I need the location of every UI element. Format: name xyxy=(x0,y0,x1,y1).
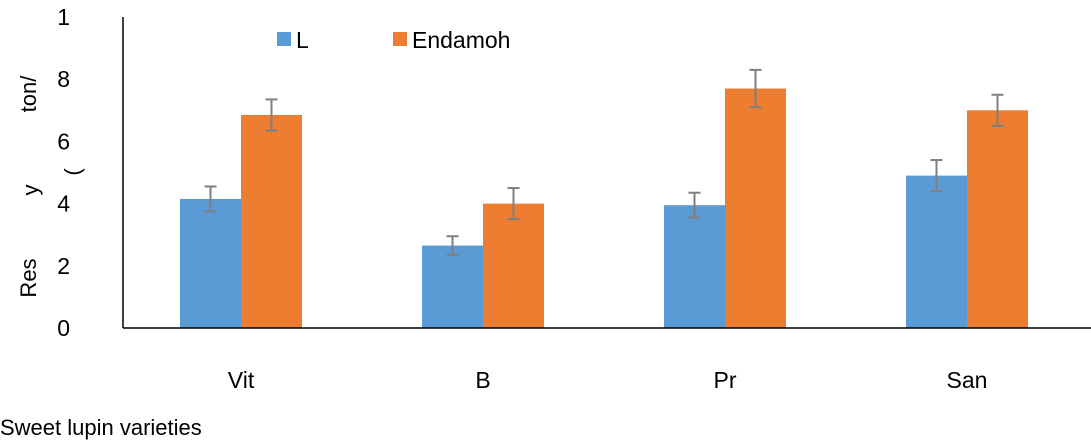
y-tick-label: 6 xyxy=(57,128,70,154)
bar-endamoh-san xyxy=(967,110,1028,328)
legend-label: L xyxy=(296,27,309,53)
x-tick-label: B xyxy=(475,367,490,393)
y-axis-title-fragment: ton/ xyxy=(16,75,41,113)
x-tick-label: Vit xyxy=(228,367,255,393)
bar-l-san xyxy=(906,175,967,328)
error-bar xyxy=(507,187,520,221)
legend-label: Endamoh xyxy=(412,27,510,53)
bar-l-pr xyxy=(664,205,725,328)
y-tick-label: 2 xyxy=(57,253,70,279)
y-axis-title-fragment: y xyxy=(18,185,43,196)
error-bar xyxy=(991,93,1004,127)
bar-endamoh-b xyxy=(483,203,544,328)
error-bar xyxy=(688,191,701,219)
y-tick-label: 8 xyxy=(57,66,70,92)
legend-swatch xyxy=(393,32,407,46)
error-bar xyxy=(265,98,278,132)
error-bar xyxy=(749,68,762,109)
bar-endamoh-pr xyxy=(725,88,786,328)
y-tick-label: 1 xyxy=(57,4,70,30)
y-tick-label: 0 xyxy=(57,315,70,341)
x-axis-title: Sweet lupin varieties xyxy=(0,415,202,440)
x-tick-label: Pr xyxy=(714,367,737,393)
y-axis-title-fragment: ( xyxy=(60,168,85,176)
legend-swatch xyxy=(277,32,291,46)
bar-l-vit xyxy=(180,198,241,328)
bar-endamoh-vit xyxy=(241,114,302,328)
error-bar xyxy=(204,185,217,213)
x-tick-label: San xyxy=(947,367,988,393)
error-bar xyxy=(446,235,459,256)
error-bar xyxy=(930,159,943,193)
y-axis-title-fragment: Res xyxy=(16,258,41,297)
bar-l-b xyxy=(422,245,483,328)
y-tick-label: 4 xyxy=(57,191,70,217)
